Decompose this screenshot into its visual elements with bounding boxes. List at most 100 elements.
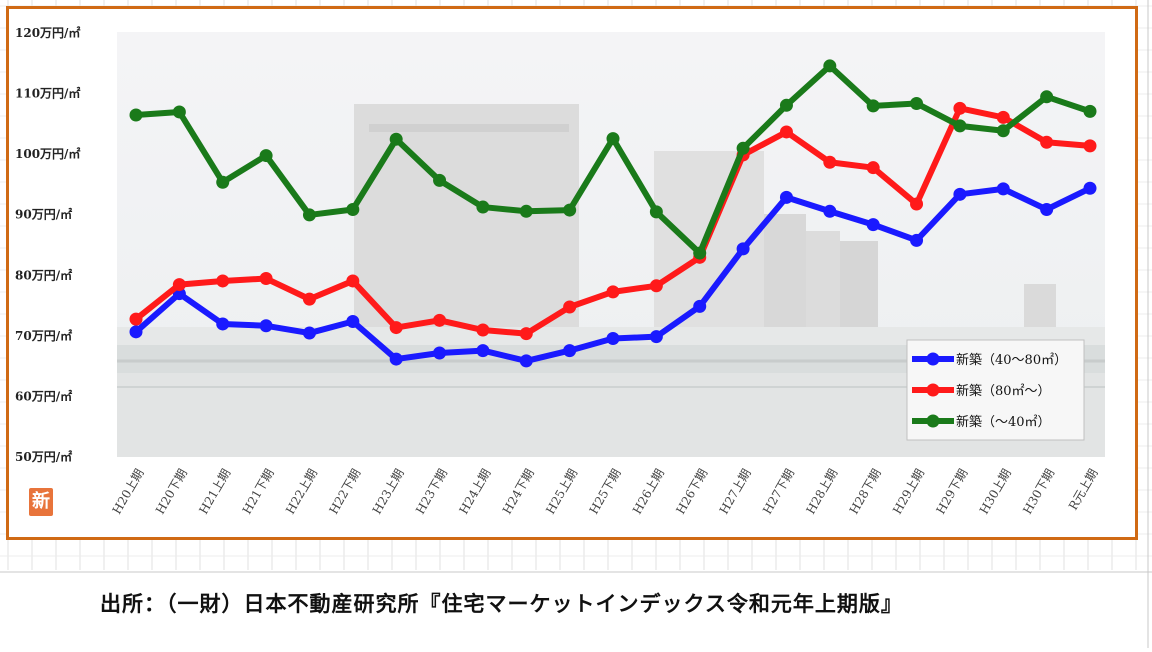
data-point [693,299,707,313]
legend-swatch-marker [926,414,940,428]
data-point [1083,139,1097,153]
data-point [996,110,1010,124]
y-tick-label: 110万円/㎡ [15,86,80,101]
data-point [1040,135,1054,149]
data-point [433,346,447,360]
data-point [1040,202,1054,216]
data-point [910,96,924,110]
data-point [1040,90,1054,104]
data-point [736,242,750,256]
data-point [910,197,924,211]
data-point [866,218,880,232]
data-point [476,323,490,337]
x-tick-label: H26下期 [673,467,710,517]
x-tick-label: H22下期 [326,467,363,517]
x-tick-label: H21上期 [196,467,233,517]
data-point [910,233,924,247]
x-tick-label: R元上期 [1066,467,1101,513]
data-point [1083,181,1097,195]
data-point [823,155,837,169]
legend-label: 新築（40～80㎡） [956,352,1067,368]
data-point [606,132,620,146]
data-point [172,105,186,119]
data-point [693,246,707,260]
data-point [519,354,533,368]
data-point [649,205,663,219]
x-tick-label: H29下期 [934,467,971,517]
legend: 新築（40～80㎡） 新築（80㎡～） 新築（～40㎡） [906,339,1085,441]
data-point [129,108,143,122]
data-point [779,98,793,112]
data-point [476,200,490,214]
data-point [953,119,967,133]
data-point [302,326,316,340]
legend-label: 新築（～40㎡） [956,414,1051,430]
x-tick-label: H26上期 [630,467,667,517]
data-point [129,312,143,326]
legend-swatch-marker [926,352,940,366]
series-lines [129,59,1097,368]
data-point [779,125,793,139]
x-tick-label: H25下期 [587,467,624,517]
data-point [736,141,750,155]
data-point [563,203,577,217]
data-point [649,330,663,344]
data-point [606,285,620,299]
x-tick-label: H28下期 [847,467,884,517]
legend-label: 新築（80㎡～） [956,383,1051,399]
data-point [216,274,230,288]
data-point [866,99,880,113]
data-point [346,315,360,329]
x-tick-label: H20下期 [153,467,190,517]
y-tick-label: 50万円/㎡ [15,449,72,464]
x-tick-label: H24上期 [457,466,494,516]
data-point [259,319,273,333]
series-3 [129,59,1097,260]
x-tick-label: H23上期 [370,467,407,517]
series-1 [129,181,1097,368]
data-point [1083,104,1097,118]
x-tick-label: H27上期 [717,467,754,517]
data-point [823,59,837,73]
data-point [519,204,533,218]
data-point [866,161,880,175]
data-point [433,173,447,187]
data-point [259,149,273,163]
x-tick-label: H23下期 [413,467,450,517]
data-point [563,300,577,314]
data-point [823,204,837,218]
x-tick-label: H24下期 [500,467,537,517]
y-tick-label: 80万円/㎡ [15,267,72,282]
data-point [996,124,1010,138]
x-tick-label: H21下期 [240,467,277,517]
data-point [606,331,620,345]
x-axis-labels: H20上期 H20下期 H21上期 H21下期 H22上期 H22下期 H23上期 H23下期… [110,466,1101,516]
data-point [649,279,663,293]
data-point [302,208,316,222]
data-point [216,175,230,189]
y-axis-labels: 50万円/㎡ 60万円/㎡ 70万円/㎡ 80万円/㎡ 90万円/㎡ 100万円/㎡ 110… [15,25,80,464]
line-chart: 50万円/㎡ 60万円/㎡ 70万円/㎡ 80万円/㎡ 90万円/㎡ 100万円/㎡ 110… [15,25,1105,517]
data-point [389,321,403,335]
x-tick-label: H20上期 [110,467,147,517]
data-point [433,313,447,327]
y-tick-label: 60万円/㎡ [15,388,72,403]
chart-frame[interactable]: 50万円/㎡ 60万円/㎡ 70万円/㎡ 80万円/㎡ 90万円/㎡ 100万円/㎡ 110… [6,6,1138,540]
data-point [389,132,403,146]
data-point [779,190,793,204]
x-tick-label: H22上期 [283,467,320,517]
data-point [302,292,316,306]
data-point [953,187,967,201]
x-tick-label: H27下期 [760,467,797,517]
data-point [519,327,533,341]
data-point [172,278,186,292]
x-tick-label: H30下期 [1020,467,1057,517]
x-tick-label: H28上期 [803,467,840,517]
data-point [346,274,360,288]
y-tick-label: 120万円/㎡ [15,25,80,40]
x-tick-label: H25上期 [543,467,580,517]
data-point [953,101,967,115]
data-point [996,182,1010,196]
data-point [563,344,577,358]
data-point [129,325,143,339]
